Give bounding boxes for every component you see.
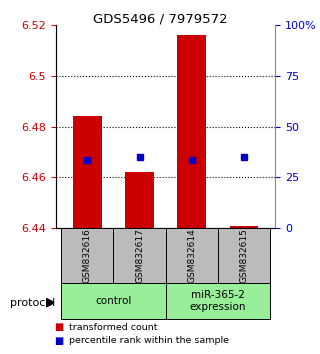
Text: ■: ■ <box>54 322 64 332</box>
Text: GSM832617: GSM832617 <box>135 228 144 283</box>
Bar <box>113 228 166 283</box>
Bar <box>166 283 270 319</box>
Text: GDS5496 / 7979572: GDS5496 / 7979572 <box>93 12 227 25</box>
Text: ■: ■ <box>54 336 64 346</box>
Text: miR-365-2
expression: miR-365-2 expression <box>189 290 246 312</box>
Bar <box>61 283 166 319</box>
Text: GSM832616: GSM832616 <box>83 228 92 283</box>
Bar <box>166 228 218 283</box>
Text: control: control <box>95 296 132 306</box>
Text: GSM832615: GSM832615 <box>239 228 248 283</box>
Bar <box>73 116 102 228</box>
Bar <box>125 172 154 228</box>
Text: GSM832614: GSM832614 <box>187 228 196 283</box>
Polygon shape <box>46 298 54 307</box>
Bar <box>229 226 258 228</box>
Bar <box>61 228 113 283</box>
Text: percentile rank within the sample: percentile rank within the sample <box>69 336 229 345</box>
Text: protocol: protocol <box>10 298 55 308</box>
Text: transformed count: transformed count <box>69 323 157 332</box>
Bar <box>218 228 270 283</box>
Bar <box>177 35 206 228</box>
